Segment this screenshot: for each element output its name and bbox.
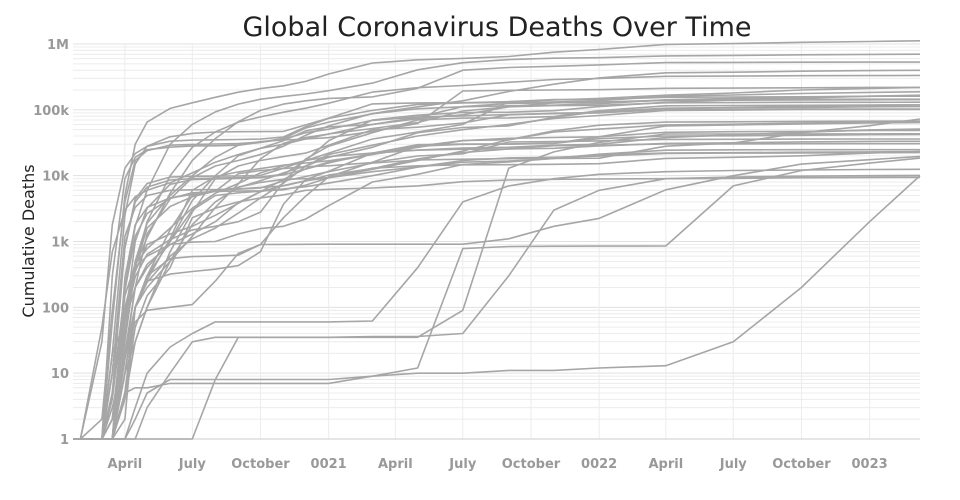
series-line-30 — [73, 151, 921, 440]
series-lines — [73, 40, 921, 440]
series-line-33 — [73, 120, 921, 440]
series-line-35 — [73, 148, 920, 440]
y-tick-label: 100k — [33, 104, 69, 119]
y-axis-label: Cumulative Deaths — [19, 164, 38, 317]
series-line-34 — [73, 142, 920, 440]
x-tick-label: 0022 — [581, 457, 617, 472]
y-tick-label: 1 — [60, 433, 69, 448]
chart-title: Global Coronavirus Deaths Over Time — [242, 12, 751, 43]
x-tick-label: October — [772, 457, 831, 472]
y-tick-label: 100 — [42, 301, 69, 316]
y-tick-label: 10k — [42, 170, 69, 185]
x-tick-label: July — [448, 457, 477, 472]
series-line-3 — [73, 61, 920, 440]
series-line-19 — [73, 108, 921, 440]
series-line-29 — [73, 138, 920, 440]
x-tick-label: April — [108, 457, 143, 472]
series-line-16 — [73, 108, 920, 440]
x-tick-label: July — [178, 457, 207, 472]
y-tick-label: 1M — [47, 38, 69, 53]
series-line-18 — [73, 104, 921, 440]
x-tick-label: October — [502, 457, 561, 472]
x-axis-ticks: April July October 0021 April July October 0022… — [108, 457, 888, 472]
series-line-11 — [73, 95, 921, 440]
series-line-40 — [73, 174, 921, 440]
series-line-22 — [73, 118, 921, 440]
series-line-36 — [73, 176, 921, 440]
series-line-25 — [73, 157, 921, 440]
x-tick-label: July — [719, 457, 748, 472]
y-tick-label: 1k — [51, 236, 69, 251]
y-tick-label: 10 — [51, 367, 69, 382]
series-line-5 — [73, 74, 921, 440]
series-line-39 — [73, 168, 921, 440]
y-axis-ticks: 1 10 100 1k 10k 100k 1M — [33, 38, 69, 448]
series-line-1 — [73, 40, 921, 440]
x-tick-label: 0021 — [311, 457, 347, 472]
series-line-14 — [73, 104, 921, 440]
x-tick-label: April — [378, 457, 413, 472]
x-tick-label: October — [231, 457, 290, 472]
series-line-37 — [73, 155, 921, 440]
x-tick-label: April — [648, 457, 683, 472]
x-tick-label: 0023 — [852, 457, 888, 472]
